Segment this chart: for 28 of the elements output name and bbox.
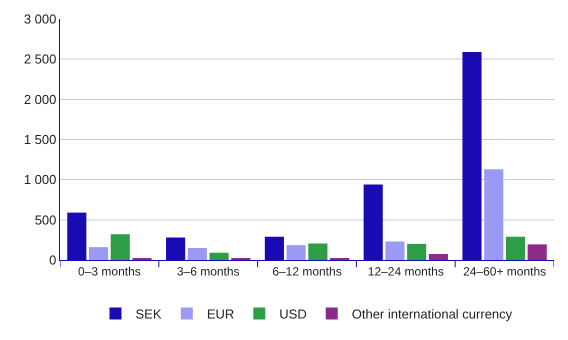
bar [308,244,328,260]
bar [428,254,448,260]
legend-label: EUR [206,306,234,322]
y-tick-label: 0 [49,252,56,268]
bar [385,242,404,260]
bar [407,244,426,260]
y-tick-label: 500 [34,212,56,228]
y-tick-label: 1 500 [24,132,56,148]
legend-label: Other international currency [352,306,513,322]
y-tick-label: 2 000 [24,92,56,107]
bar [188,248,207,260]
bar [88,247,108,260]
bar [528,244,547,260]
bar [110,234,130,260]
y-tick-label: 3 000 [24,12,56,27]
x-tick-label: 24–60+ months [463,264,546,278]
bar [210,252,229,260]
x-tick-label: 3–6 months [176,264,240,278]
bar [286,245,306,260]
y-tick-label: 2 500 [24,52,56,67]
x-tick-label: 6–12 months [272,264,342,278]
bar [506,236,526,260]
x-tick-label: 0–3 months [78,264,141,278]
legend-label: USD [279,306,307,322]
y-tick-label: 1 000 [24,172,56,188]
legend-label: SEK [136,306,162,322]
bar [484,169,504,260]
x-tick-label: 12–24 months [368,264,444,278]
